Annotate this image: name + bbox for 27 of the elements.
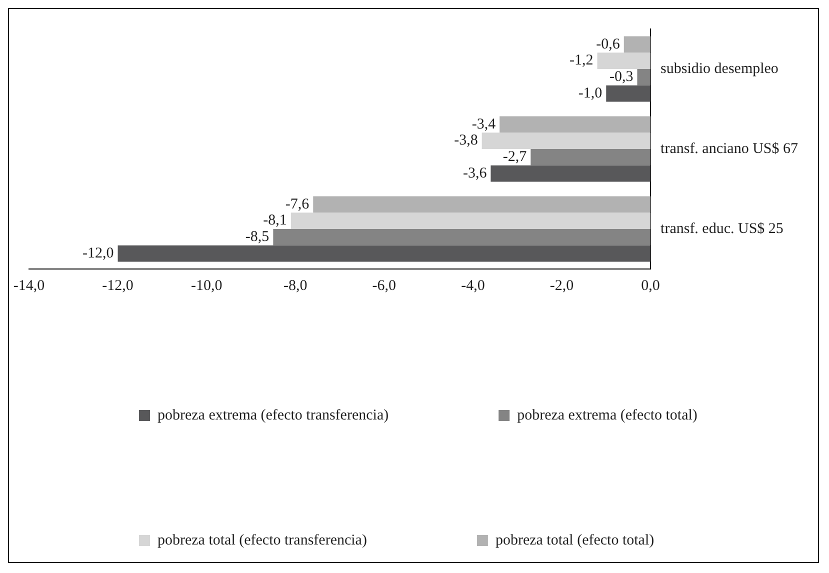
data-label: -1,0 [578, 86, 602, 102]
data-label: -3,4 [472, 116, 496, 132]
x-tick-label: -2,0 [550, 278, 574, 294]
legend-label: pobreza total (efecto transferencia) [158, 532, 367, 548]
data-label: -0,3 [609, 69, 634, 86]
x-tick-label: -14,0 [13, 278, 45, 294]
data-label: -7,6 [285, 196, 310, 212]
x-tick-label: -12,0 [102, 278, 134, 294]
data-label: -0,6 [596, 36, 620, 52]
legend-label: pobreza extrema (efecto total) [517, 407, 698, 424]
legend-label: pobreza total (efecto total) [495, 532, 654, 548]
data-label: -3,8 [454, 132, 478, 149]
x-tick-label: -6,0 [372, 278, 396, 294]
data-label: -8,1 [263, 212, 287, 229]
legend-label: pobreza extrema (efecto transferencia) [158, 407, 389, 424]
data-label: -8,5 [245, 229, 270, 246]
x-tick-label: 0,0 [641, 278, 660, 294]
data-label: -1,2 [570, 52, 594, 69]
y-tick-label: transf. educ. US$ 25 [660, 220, 784, 237]
x-tick-label: -10,0 [190, 278, 222, 294]
data-label: -3,6 [462, 166, 488, 182]
data-label: -2,7 [502, 149, 528, 166]
y-tick-label: subsidio desempleo [660, 60, 778, 77]
y-tick-label: transf. anciano US$ 67 [660, 140, 798, 157]
x-tick-label: -4,0 [461, 278, 485, 294]
data-label: -12,0 [82, 246, 114, 262]
x-tick-label: -8,0 [283, 278, 308, 294]
